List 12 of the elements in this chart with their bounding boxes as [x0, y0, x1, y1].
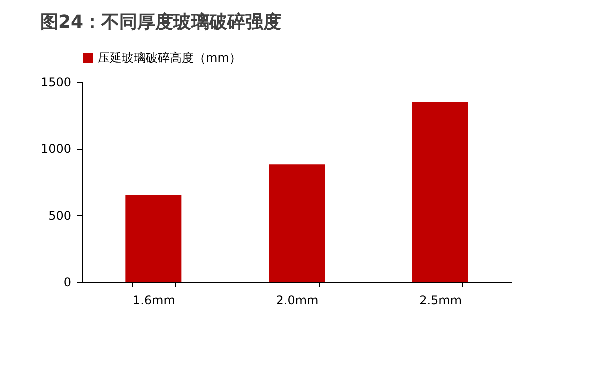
y-tick-label: 1500 — [40, 76, 72, 90]
bar — [126, 195, 182, 282]
legend-label: 压延玻璃破碎高度（mm） — [98, 51, 242, 65]
x-tick-label: 2.5mm — [420, 294, 462, 308]
y-tick-label: 1000 — [40, 142, 72, 156]
y-tick-label: 0 — [64, 276, 72, 290]
chart-title: 图24：不同厚度玻璃破碎强度 — [40, 12, 282, 33]
y-tick-label: 500 — [48, 208, 72, 223]
bar — [412, 102, 468, 282]
x-tick-label: 1.6mm — [132, 294, 176, 308]
bar — [269, 164, 325, 282]
x-tick-label: 2.0mm — [276, 294, 319, 308]
